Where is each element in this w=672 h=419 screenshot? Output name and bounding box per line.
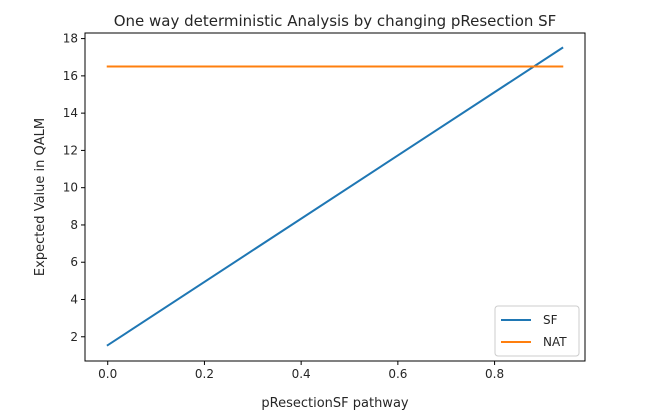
y-tick-label: 2 [70, 330, 78, 344]
y-tick-label: 8 [70, 218, 78, 232]
y-tick-label: 12 [63, 143, 78, 157]
x-axis-label: pResectionSF pathway [261, 396, 409, 411]
chart-title: One way deterministic Analysis by changi… [114, 12, 557, 30]
y-tick-label: 6 [70, 255, 78, 269]
legend-label-sf: SF [543, 313, 558, 327]
series-layer [106, 46, 564, 347]
y-tick-label: 14 [63, 106, 78, 120]
y-tick-label: 10 [63, 181, 78, 195]
x-axis-ticks: 0.0 0.2 0.4 0.6 0.8 [98, 361, 504, 381]
y-axis-label: Expected Value in QALM [33, 118, 48, 276]
legend-label-nat: NAT [543, 335, 567, 349]
series-line-sf [106, 46, 564, 347]
legend: SF NAT [494, 305, 580, 357]
y-axis-ticks: 2 4 6 8 10 12 14 16 18 [63, 32, 85, 344]
y-tick-label: 16 [63, 69, 78, 83]
x-tick-label: 0.2 [195, 367, 214, 381]
y-tick-label: 18 [63, 32, 78, 46]
y-tick-label: 4 [70, 293, 78, 307]
x-tick-label: 0.0 [98, 367, 117, 381]
legend-items: SF NAT [501, 313, 567, 349]
legend-box [494, 305, 580, 357]
x-tick-label: 0.4 [292, 367, 311, 381]
x-tick-label: 0.8 [485, 367, 504, 381]
x-tick-label: 0.6 [388, 367, 407, 381]
